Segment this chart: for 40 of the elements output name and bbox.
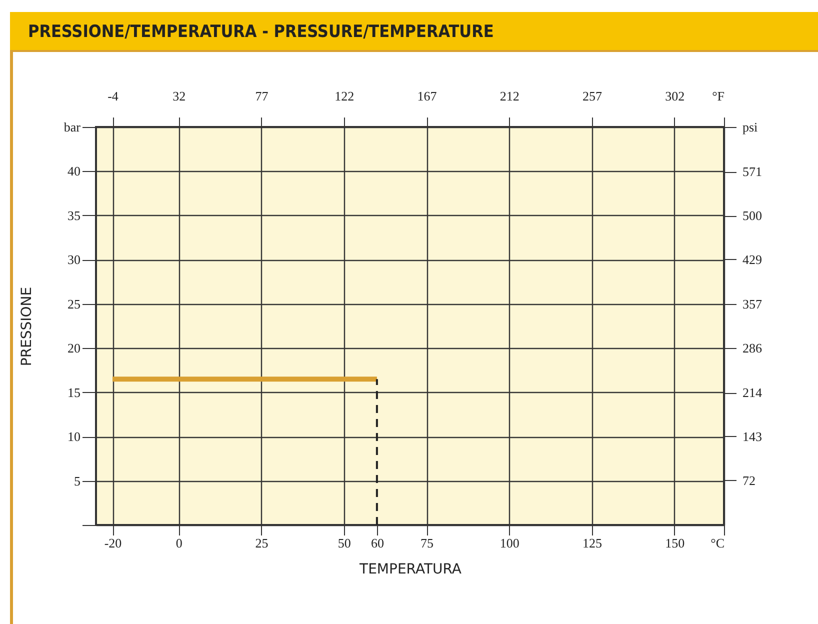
y2-tick-label: 357 [742, 296, 762, 312]
x2-tick-label: -4 [108, 88, 119, 104]
chart-title: PRESSIONE/TEMPERATURA - PRESSURE/TEMPERATURE [10, 12, 818, 52]
x2-tick-label: 122 [334, 88, 354, 104]
x2-tick-label: 212 [500, 88, 520, 104]
x2-tick-label: 77 [255, 88, 269, 104]
y2-tick-label: 429 [742, 252, 762, 267]
y-axis-title: PRESSIONE [18, 286, 35, 366]
x2-tick-label: 167 [417, 88, 438, 104]
y2-tick-label: 72 [742, 472, 756, 488]
x-tick-label: 150 [665, 536, 685, 550]
x-axis-title: TEMPERATURA [358, 562, 462, 578]
y-tick-label: 35 [68, 208, 80, 223]
y2-tick-label: 571 [742, 164, 762, 180]
x-tick-label: °C [710, 536, 724, 550]
x-tick-label: 75 [420, 536, 434, 550]
x-tick-label: -20 [104, 536, 122, 550]
y-tick-label: 15 [68, 384, 80, 400]
y2-tick-label: 214 [742, 385, 762, 400]
y-tick-label: 20 [68, 340, 80, 356]
x-tick-label: 25 [255, 536, 268, 550]
x-tick-label: 60 [370, 536, 384, 550]
y-tick-label: 10 [68, 429, 80, 444]
x2-tick-label: °F [712, 88, 724, 104]
y2-tick-label: 143 [742, 428, 762, 444]
y2-tick-label: 500 [742, 208, 762, 224]
y2-tick-label: 286 [742, 340, 762, 356]
x2-tick-label: 302 [665, 88, 685, 104]
x-tick-label: 100 [500, 536, 520, 550]
y-tick-label: 40 [68, 164, 80, 179]
x-tick-label: 125 [582, 536, 602, 550]
y-tick-label: 5 [74, 473, 80, 488]
y-tick-label: 25 [68, 296, 80, 312]
y-tick-label: 30 [68, 252, 80, 268]
x2-tick-label: 257 [582, 88, 603, 104]
x-tick-label: 50 [338, 536, 351, 550]
y2-tick-label: psi [742, 120, 758, 134]
y-tick-label: bar [64, 120, 82, 134]
x-tick-label: 0 [176, 536, 182, 550]
x2-tick-label: 32 [172, 88, 186, 104]
